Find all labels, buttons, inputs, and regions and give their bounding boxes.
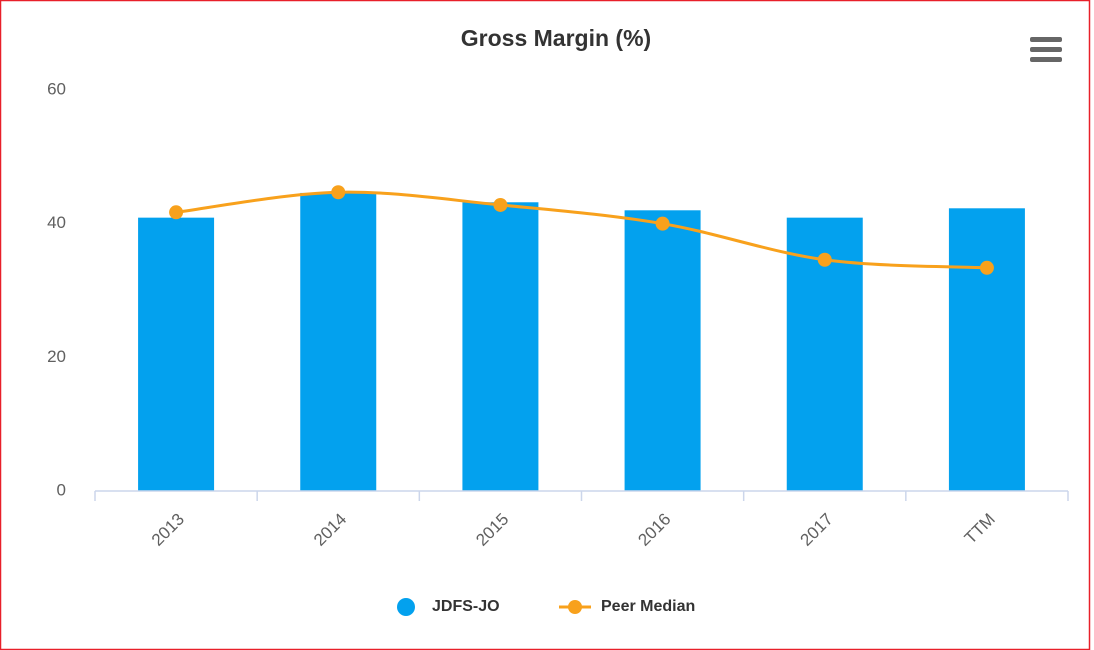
line-point: [169, 205, 184, 220]
line-point: [655, 216, 670, 231]
bar: [300, 192, 377, 491]
legend-label: Peer Median: [601, 598, 695, 615]
line-point: [817, 252, 832, 267]
bar: [624, 210, 701, 492]
y-tick-label: 20: [47, 347, 66, 366]
bar: [462, 202, 539, 491]
y-tick-label: 0: [57, 480, 66, 499]
line-point: [979, 260, 994, 275]
chart-title: Gross Margin (%): [461, 25, 651, 51]
legend-item[interactable]: JDFS-JO: [397, 598, 500, 616]
y-tick-label: 40: [47, 213, 66, 232]
legend-label: JDFS-JO: [432, 598, 500, 615]
legend-symbol: [397, 598, 415, 616]
legend-symbol: [568, 600, 582, 614]
legend-item[interactable]: Peer Median: [559, 598, 695, 615]
bar: [948, 208, 1025, 492]
menu-button[interactable]: [1030, 37, 1062, 62]
line-series: [175, 190, 987, 270]
line-point: [331, 185, 346, 200]
line-point: [493, 197, 508, 212]
bar: [138, 217, 215, 491]
y-tick-label: 60: [47, 79, 66, 98]
